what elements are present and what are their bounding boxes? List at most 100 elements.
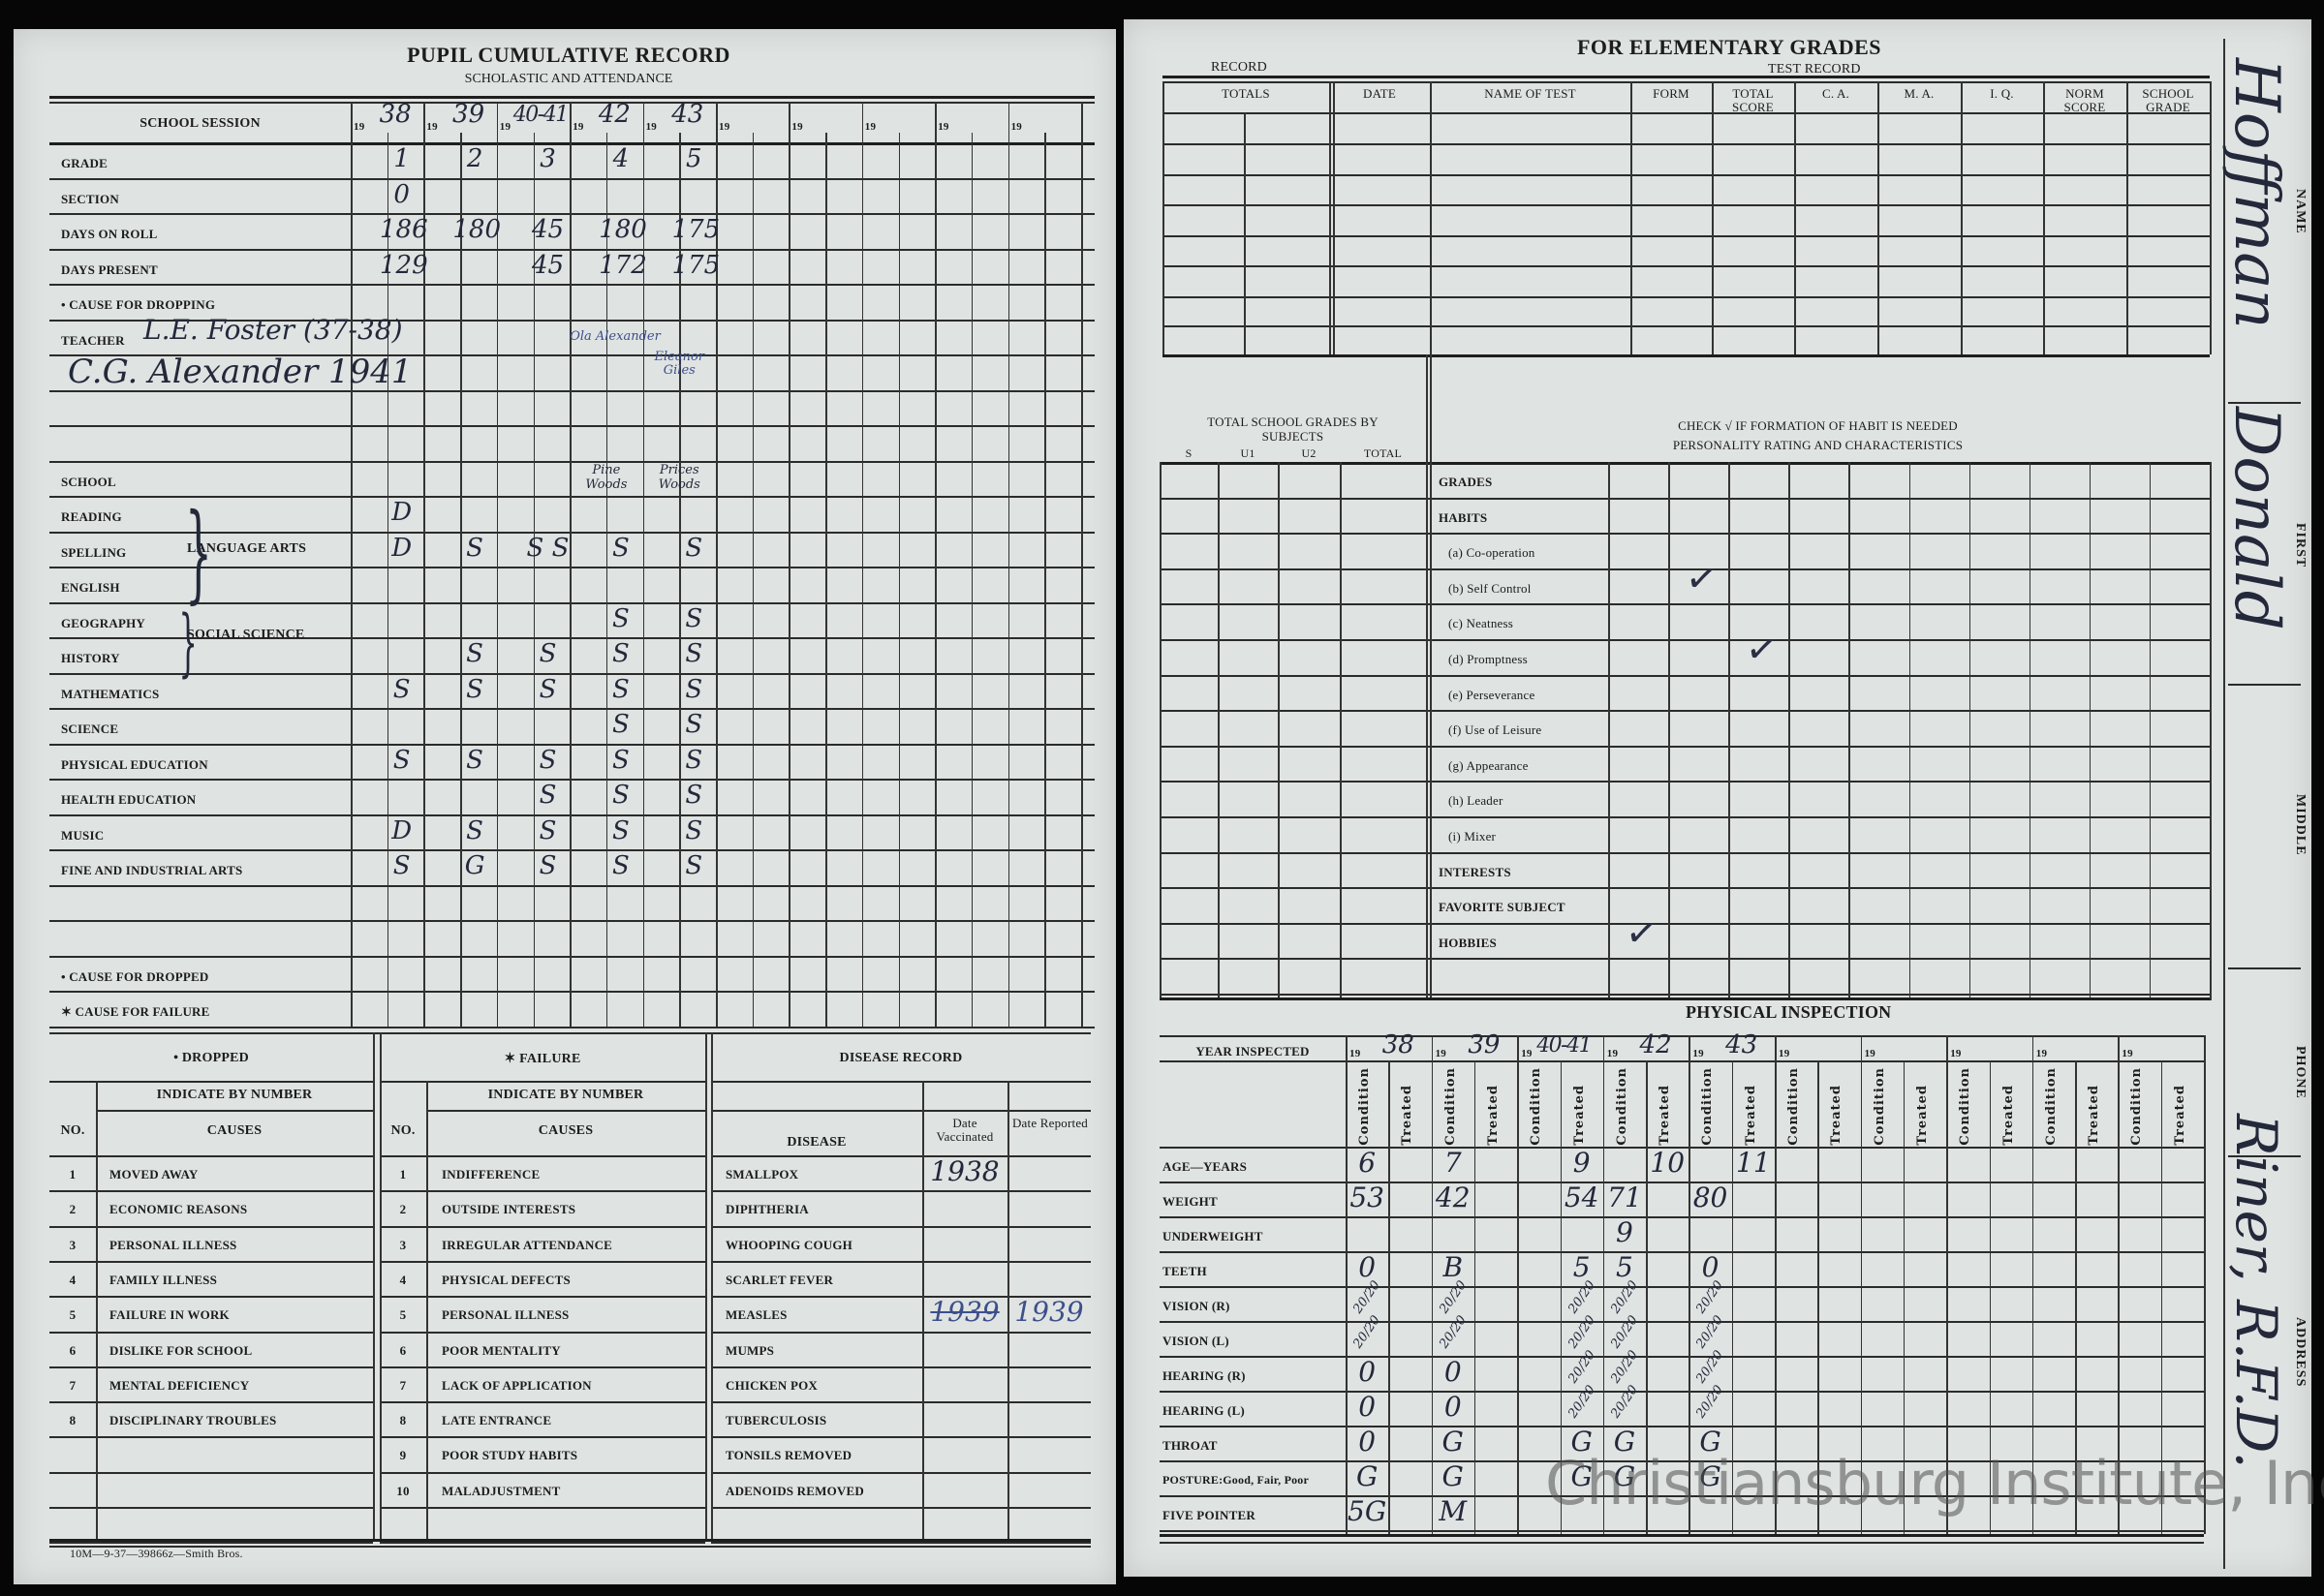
- inspection-cell: 5G: [1348, 1495, 1387, 1527]
- rule-line: [1160, 710, 2210, 713]
- year-prefix: 19: [2035, 1048, 2048, 1059]
- row-label: READING: [61, 509, 122, 524]
- reported-header: Date Reported: [1011, 1116, 1089, 1130]
- grade-cell: 4: [612, 144, 630, 173]
- rule-line: [49, 1190, 373, 1193]
- rule-line: [1160, 887, 2210, 890]
- inspection-cell: M: [1439, 1495, 1468, 1527]
- rule-line: [1160, 1251, 2204, 1253]
- failure-heading: ✶ FAILURE: [504, 1052, 581, 1066]
- rule-line: [1731, 1060, 1734, 1534]
- rule-line: [1160, 958, 2210, 961]
- rule-line: [1160, 1216, 2204, 1218]
- grade-cell: S: [611, 710, 630, 739]
- inspection-cell: 9: [1616, 1216, 1633, 1248]
- rule-line: [1160, 781, 2210, 783]
- inspection-cell: 0: [1443, 1391, 1462, 1423]
- treated-header: Treated: [1743, 1085, 1758, 1146]
- rule-line: [971, 133, 974, 1027]
- condition-header: Condition: [1357, 1067, 1372, 1146]
- session-year: 42: [598, 100, 631, 129]
- condition-header: Condition: [1786, 1067, 1801, 1146]
- rule-line: [1560, 1060, 1562, 1534]
- rule-line: [711, 1260, 1091, 1263]
- inspection-cell: G: [1699, 1460, 1721, 1492]
- rule-line: [49, 1539, 1091, 1542]
- rule-line: [1160, 1495, 2204, 1497]
- year-prefix: 19: [426, 121, 438, 133]
- rule-line: [1160, 603, 2210, 606]
- rule-line: [1817, 1060, 1819, 1534]
- rule-line: [1160, 816, 2210, 818]
- grade-cell: 0: [393, 179, 410, 209]
- session-year: 43: [671, 100, 704, 129]
- grade-cell: S: [466, 639, 483, 668]
- failure-cause: PERSONAL ILLNESS: [442, 1307, 570, 1323]
- rule-line: [96, 1110, 373, 1112]
- rule-line: [1162, 112, 2210, 114]
- rule-line: [49, 1331, 373, 1334]
- rule-line: [96, 1081, 98, 1539]
- row-label: SECTION: [61, 191, 119, 206]
- rule-line: [679, 133, 681, 1027]
- row-label: FINE AND INDUSTRIAL ARTS: [61, 863, 243, 877]
- row-label: ✶ CAUSE FOR FAILURE: [61, 1004, 210, 1019]
- disease-name: DIPHTHERIA: [726, 1202, 809, 1217]
- subject-column-header: U1: [1240, 446, 1255, 460]
- rule-line: [2228, 402, 2301, 404]
- rule-line: [1160, 745, 2210, 748]
- grade-cell: 1: [393, 144, 410, 173]
- rule-line: [711, 1155, 1091, 1157]
- rule-line: [49, 1542, 373, 1545]
- address-handwritten: Riner, R.F.D.: [2223, 1114, 2289, 1469]
- rule-line: [2118, 1035, 2120, 1534]
- rule-line: [49, 1155, 373, 1157]
- rule-line: [496, 102, 499, 1027]
- year-prefix: 19: [354, 121, 365, 133]
- dropped-cause-number: 6: [69, 1342, 77, 1358]
- rule-line: [426, 1110, 705, 1112]
- grade-cell: 2: [466, 144, 483, 173]
- checkmark-icon: ✓: [1743, 625, 1782, 675]
- rule-line: [1160, 1534, 2204, 1537]
- brace-icon: }: [178, 598, 198, 685]
- treated-header: Treated: [1914, 1085, 1930, 1146]
- inspection-cell: 7: [1443, 1147, 1462, 1179]
- rule-line: [380, 1401, 705, 1404]
- watermark: Christiansburg Institute, Inc: [1545, 1448, 2324, 1519]
- rule-line: [1044, 133, 1046, 1027]
- treated-header: Treated: [1829, 1085, 1844, 1146]
- inspection-cell: 42: [1435, 1182, 1471, 1213]
- rule-line: [1346, 1035, 1348, 1534]
- rule-line: [711, 1331, 1091, 1334]
- habit-row-label: INTERESTS: [1439, 864, 1511, 879]
- rule-line: [1517, 1035, 1519, 1534]
- rule-line: [1329, 81, 1331, 354]
- grade-cell: S: [392, 745, 411, 775]
- treated-header: Treated: [2087, 1085, 2102, 1146]
- grade-cell: S: [466, 745, 483, 775]
- test-column-header: I. Q.: [1990, 86, 2014, 101]
- totals-heading: TOTAL SCHOOL GRADES BY SUBJECTS: [1207, 414, 1379, 444]
- disease-header: DISEASE: [787, 1135, 847, 1150]
- year-prefix: 19: [499, 121, 511, 133]
- dropped-cause-number: 7: [69, 1377, 77, 1393]
- inspection-cell: G: [1570, 1426, 1593, 1458]
- grade-cell: S: [685, 603, 703, 633]
- test-column-header: M. A.: [1904, 86, 1935, 101]
- rule-line: [351, 102, 353, 1027]
- rule-line: [423, 102, 425, 1027]
- rule-line: [1162, 235, 2210, 237]
- rule-line: [1160, 1542, 2204, 1544]
- inspection-cell: 0: [1358, 1426, 1377, 1458]
- treated-header: Treated: [2172, 1085, 2187, 1146]
- failure-cause-number: 9: [399, 1448, 407, 1463]
- year-prefix: 19: [1435, 1048, 1446, 1059]
- rule-line: [49, 567, 1095, 568]
- inspection-cell: 10: [1650, 1147, 1686, 1179]
- grade-cell: 186: [380, 215, 428, 244]
- dropped-indicate: INDICATE BY NUMBER: [156, 1088, 313, 1102]
- inspection-cell: 0: [1358, 1251, 1377, 1283]
- inspection-cell: G: [1699, 1426, 1721, 1458]
- year-prefix: 19: [1010, 121, 1022, 133]
